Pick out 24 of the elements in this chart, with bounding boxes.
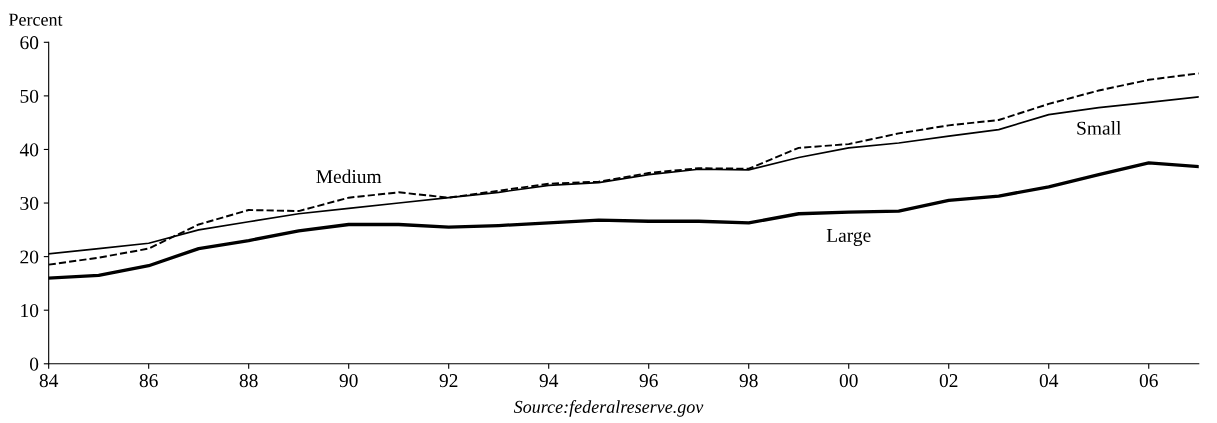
x-tick-label: 00 [839, 374, 858, 388]
source-note: Source:federalreserve.gov [513, 400, 704, 417]
series-label: Medium [316, 169, 382, 184]
y-tick-label: 50 [20, 89, 39, 103]
y-tick-label: 30 [20, 196, 39, 210]
y-tick-label: 60 [20, 36, 39, 50]
y-tick-label: 20 [20, 250, 39, 264]
x-tick-label: 02 [939, 374, 958, 388]
x-tick-label: 96 [639, 374, 658, 388]
y-axis-title: Percent [8, 13, 63, 26]
x-tick-label: 90 [339, 374, 358, 388]
y-tick-label: 0 [29, 357, 39, 371]
series-label: Small [1077, 121, 1122, 135]
x-tick-label: 84 [39, 374, 59, 388]
x-tick-label: 92 [439, 374, 458, 388]
y-tick-label: 10 [21, 304, 39, 318]
y-tick-label: 40 [19, 143, 39, 157]
x-tick-label: 88 [239, 374, 258, 388]
x-tick-label: 86 [139, 374, 158, 388]
x-tick-label: 94 [539, 374, 559, 388]
x-tick-label: 04 [1039, 374, 1059, 388]
x-tick-label: 06 [1139, 374, 1158, 388]
x-tick-label: 98 [739, 374, 758, 388]
series-label: Large [826, 229, 871, 246]
